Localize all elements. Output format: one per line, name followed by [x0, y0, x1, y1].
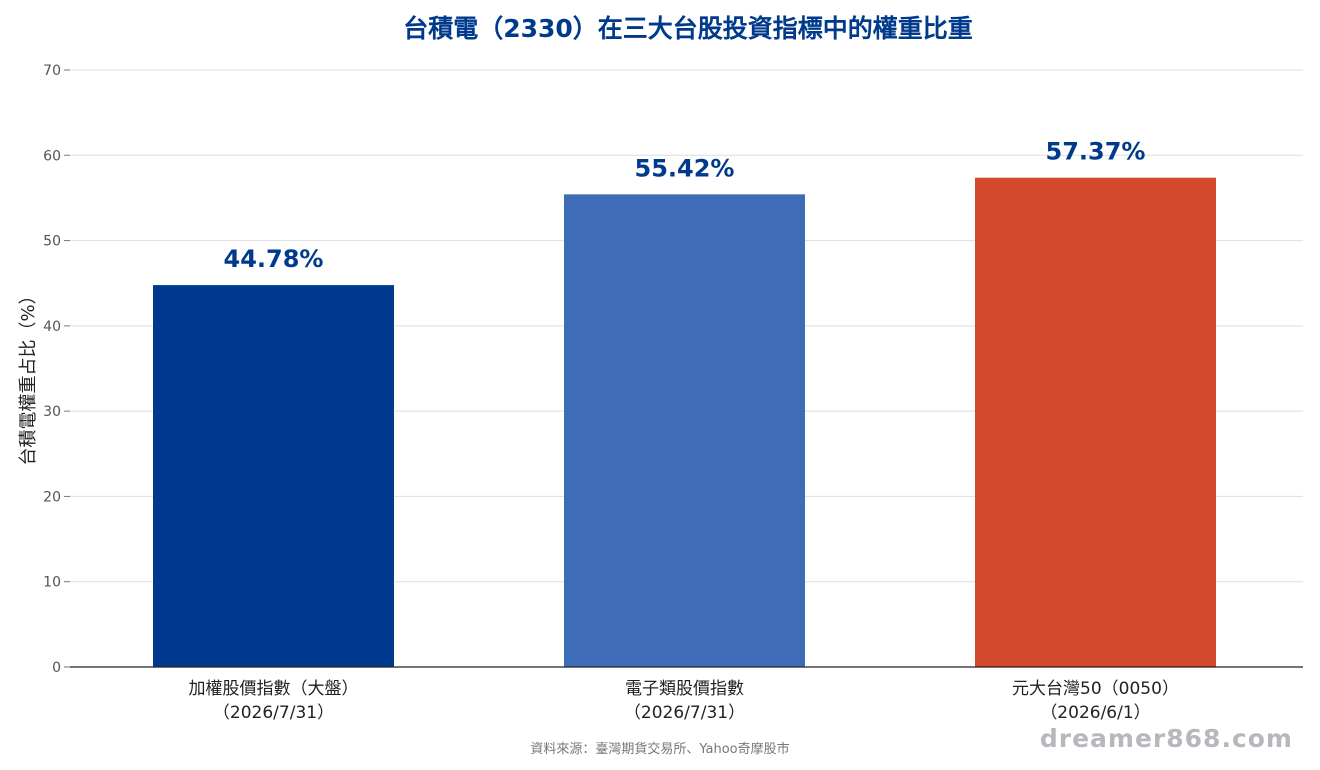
y-tick-label: 20 — [43, 489, 61, 505]
bar-value-label: 44.78% — [224, 245, 324, 273]
bar-value-label: 55.42% — [635, 154, 735, 182]
y-tick-label: 50 — [43, 234, 61, 250]
y-tick-label: 10 — [43, 575, 61, 591]
y-tick-label: 0 — [52, 660, 61, 676]
bar — [153, 285, 394, 667]
y-tick-label: 30 — [43, 404, 61, 420]
bar — [975, 177, 1216, 667]
y-axis-ticks: 0 10 20 30 40 50 60 70 — [43, 63, 70, 676]
chart-title: 台積電（2330）在三大台股投資指標中的權重比重 — [403, 14, 973, 43]
bar-value-label: 57.37% — [1046, 138, 1146, 166]
x-category-label: 加權股價指數（大盤） — [189, 679, 359, 699]
y-axis-label: 台積電權重占比（%） — [18, 286, 39, 465]
x-category-label: 元大台灣50（0050） — [1012, 679, 1179, 699]
y-tick-label: 60 — [43, 148, 61, 164]
bars: 44.78% 55.42% 57.37% — [153, 138, 1216, 668]
x-category-date: （2026/7/31） — [624, 703, 745, 723]
x-category-date: （2026/6/1） — [1040, 703, 1150, 723]
y-tick-label: 70 — [43, 63, 61, 79]
y-tick-label: 40 — [43, 319, 61, 335]
x-category-date: （2026/7/31） — [213, 703, 334, 723]
watermark: dreamer868.com — [1040, 724, 1293, 753]
source-note: 資料來源：臺灣期貨交易所、Yahoo奇摩股市 — [530, 741, 789, 757]
category-labels: 加權股價指數（大盤） （2026/7/31） 電子類股價指數 （2026/7/31） 元… — [189, 679, 1179, 723]
x-category-label: 電子類股價指數 — [625, 679, 744, 699]
bar — [564, 194, 805, 668]
